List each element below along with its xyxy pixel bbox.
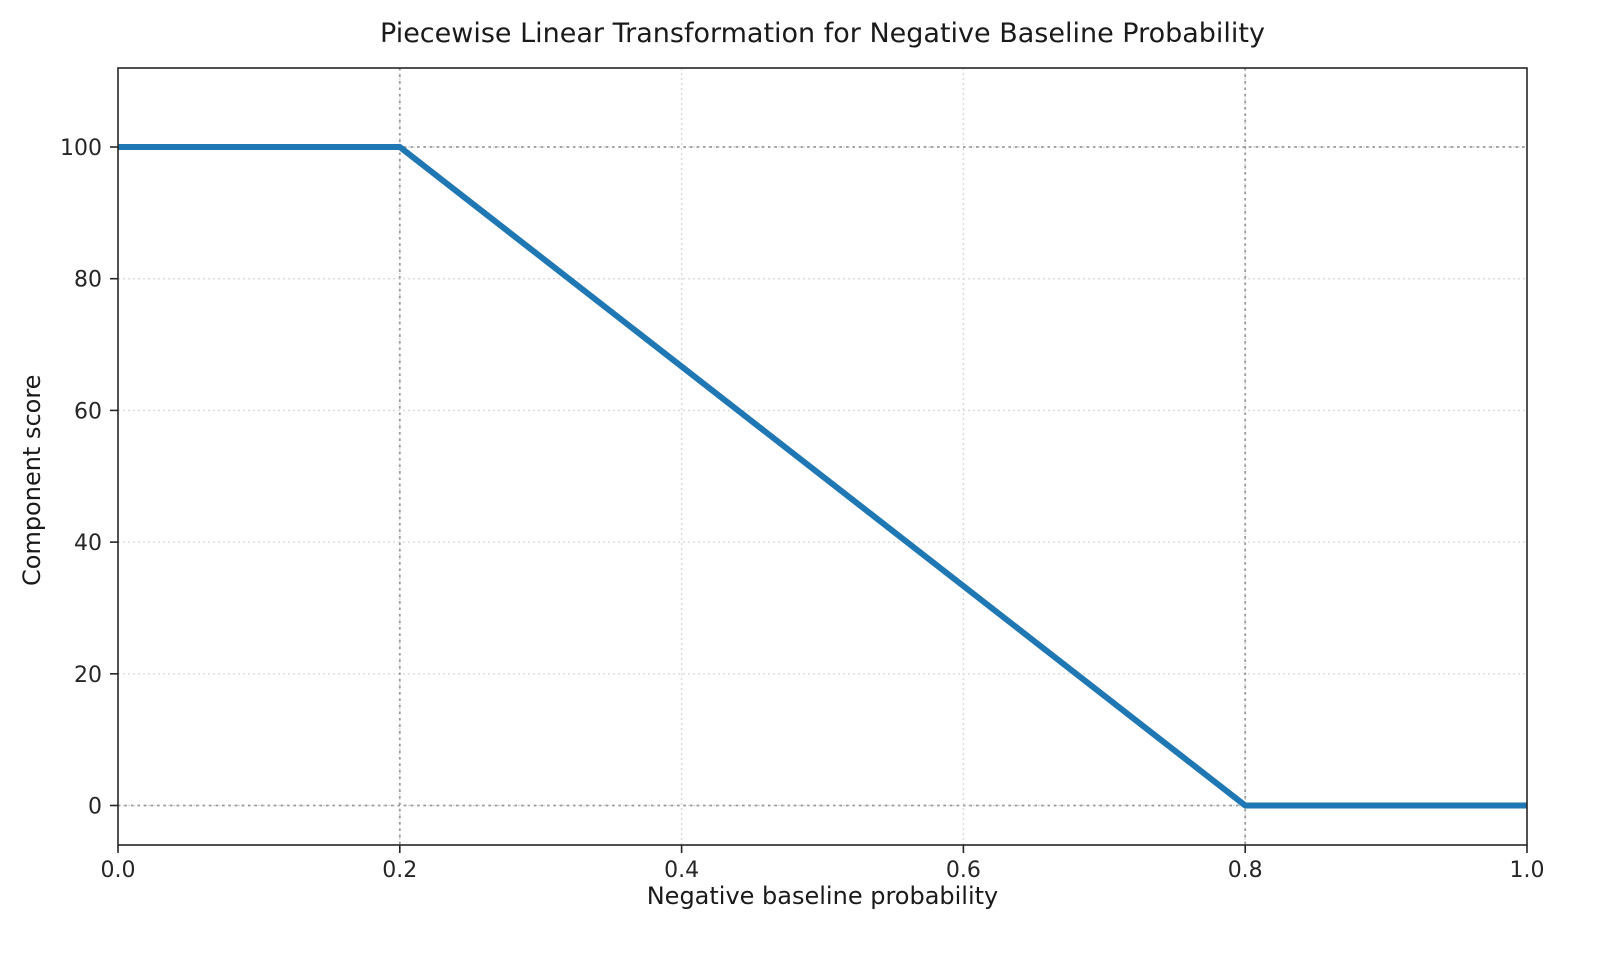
chart-title: Piecewise Linear Transformation for Nega… xyxy=(380,18,1265,49)
axes-spines xyxy=(117,67,1528,846)
series-line xyxy=(118,144,1527,809)
y-tick-label: 60 xyxy=(74,399,102,424)
x-tick-label: 0.2 xyxy=(382,858,417,883)
x-tick-label: 1.0 xyxy=(1510,858,1545,883)
y-tick-label: 40 xyxy=(74,531,102,556)
x-tick-label: 0.0 xyxy=(101,858,136,883)
x-axis-label: Negative baseline probability xyxy=(646,882,999,910)
x-tick-label: 0.4 xyxy=(664,858,699,883)
y-tick-label: 20 xyxy=(74,663,102,688)
x-tick-label: 0.6 xyxy=(946,858,981,883)
y-tick-label: 80 xyxy=(74,268,102,293)
x-tick-label: 0.8 xyxy=(1228,858,1263,883)
y-tick-label: 0 xyxy=(88,794,102,819)
y-tick-label: 100 xyxy=(60,136,102,161)
